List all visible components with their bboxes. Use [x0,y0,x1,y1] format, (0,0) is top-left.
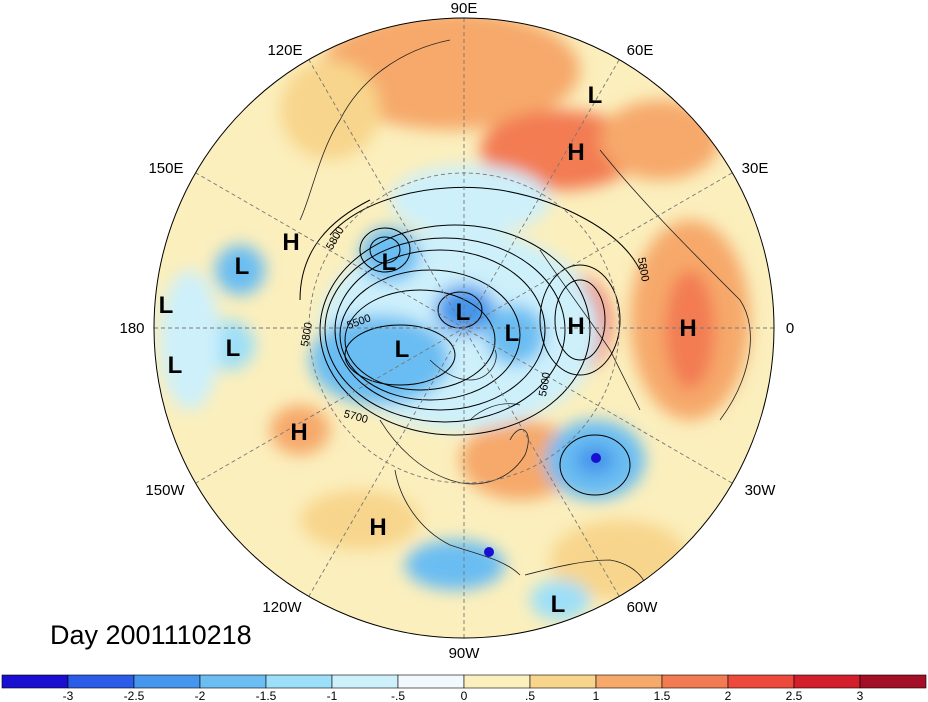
contour-label: 5800 [635,256,651,282]
low-marker: L [382,249,397,276]
lon-label: 60E [627,42,654,59]
colorbar-tick-label: -1 [327,689,338,702]
low-marker: L [235,253,250,280]
colorbar-swatch [661,674,729,689]
lon-label: 180 [119,320,144,337]
lon-label: 120W [262,599,302,616]
colorbar-swatch [199,674,267,689]
colorbar-swatch [265,674,333,689]
colorbar-tick-label: -1.5 [256,689,277,702]
low-marker: L [226,335,241,362]
colorbar-tick-label: 1.5 [654,689,671,702]
colorbar-swatch [529,674,597,689]
low-marker: L [588,82,603,109]
colorbar-swatch [331,674,399,689]
date-label: Day 2001110218 [50,620,252,650]
colorbar-tick-label: 1 [593,689,600,702]
colorbar: -3 -2.5 -2 -1.5 -1 -.5 0 .5 1 1.5 2 2.5 3 [1,674,927,702]
contour-label: 5600 [537,371,553,397]
lon-label: 30W [745,482,777,499]
contour-label: 5800 [299,321,315,347]
colorbar-tick-label: 3 [857,689,864,702]
colorbar-tick-label: .5 [525,689,535,702]
low-marker: L [505,320,520,347]
low-marker: L [168,352,183,379]
colorbar-swatch [397,674,465,689]
coastlines [299,39,751,621]
lon-label: 120E [267,42,302,59]
colorbar-tick-label: -3 [63,689,74,702]
high-marker: H [567,313,584,340]
colorbar-swatch [133,674,201,689]
lon-label: 60W [627,599,659,616]
pressure-centers: H H H H H H L L L L L L L L L L [159,82,697,618]
lon-label: 90E [451,0,478,17]
colorbar-swatch [727,674,795,689]
high-marker: H [282,229,299,256]
high-marker: H [369,514,386,541]
lon-label: 150E [148,160,183,177]
graticule [154,18,774,638]
lon-label: 0 [786,320,794,337]
colorbar-swatch [463,674,531,689]
high-marker: H [679,315,696,342]
colorbar-tick-label: -2 [195,689,206,702]
longitude-labels: 90E 60E 30E 0 30W 60W 90W 120W 150W 180 … [119,0,794,662]
colorbar-tick-label: 2.5 [786,689,803,702]
colorbar-swatch [67,674,135,689]
low-marker: L [159,292,174,319]
colorbar-tick-label: -.5 [391,689,405,702]
colorbar-tick-label: 2 [725,689,732,702]
map-boundary [153,17,775,639]
lon-label: 30E [742,160,769,177]
lon-label: 90W [449,645,481,662]
colorbar-swatch [595,674,663,689]
lon-label: 150W [145,482,185,499]
high-marker: H [567,139,584,166]
colorbar-swatch [793,674,861,689]
colorbar-swatch [1,674,69,689]
low-marker: L [395,336,410,363]
height-contours [299,187,641,496]
high-marker: H [290,419,307,446]
low-marker: L [456,299,471,326]
colorbar-swatch [859,674,927,689]
colorbar-tick-label: -2.5 [124,689,145,702]
low-marker: L [551,591,566,618]
colorbar-tick-label: 0 [461,689,468,702]
